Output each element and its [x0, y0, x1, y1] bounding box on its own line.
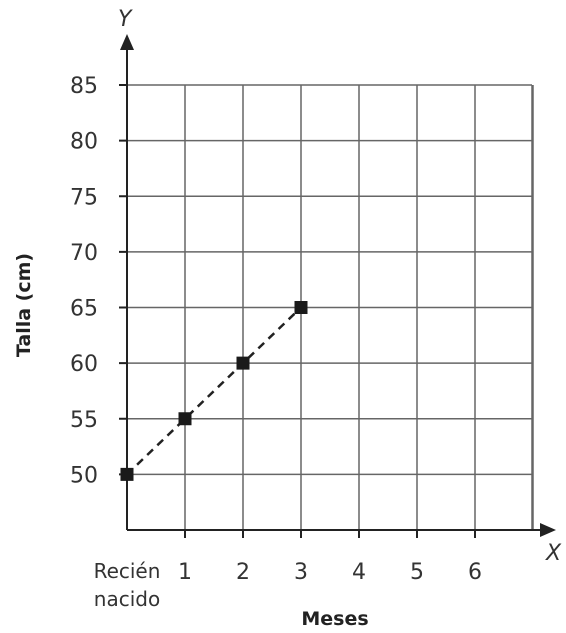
data-point-marker	[294, 301, 308, 314]
x-tick-label: 5	[410, 560, 424, 585]
data-point-marker	[236, 356, 250, 370]
y-tick-label: 55	[70, 408, 98, 433]
x-axis-arrow	[540, 523, 556, 537]
grid	[127, 84, 534, 530]
x-tick-label: 6	[468, 560, 482, 585]
x-axis-title: Meses	[301, 608, 368, 630]
y-tick-label: 75	[70, 185, 98, 210]
y-tick-labels: 50 55 60 65 70 75 80 85	[70, 74, 127, 488]
x-tick-label: 2	[236, 560, 250, 585]
x-tick-label: Recién	[94, 559, 161, 583]
y-tick-label: 50	[70, 463, 98, 488]
series	[120, 301, 308, 481]
axes: X Y	[118, 7, 562, 566]
y-tick-label: 80	[70, 130, 98, 155]
x-axis-letter: X	[545, 541, 562, 566]
y-tick-label: 70	[70, 241, 98, 266]
data-point-marker	[120, 467, 134, 481]
y-axis-arrow	[120, 34, 134, 50]
x-tick-label: 1	[178, 560, 192, 585]
x-tick-label: 3	[294, 560, 308, 585]
y-tick-label: 85	[70, 74, 98, 99]
y-axis-title: Talla (cm)	[13, 253, 35, 357]
y-tick-label: 65	[70, 297, 98, 322]
y-tick-label: 60	[70, 352, 98, 377]
data-point-marker	[178, 412, 192, 426]
y-axis-letter: Y	[118, 7, 133, 32]
x-tick-label: 4	[352, 560, 366, 585]
x-tick-label-line2: nacido	[94, 587, 160, 611]
x-tick-labels: Recién nacido 1 2 3 4 5 6	[94, 530, 482, 611]
series-line	[126, 306, 302, 476]
